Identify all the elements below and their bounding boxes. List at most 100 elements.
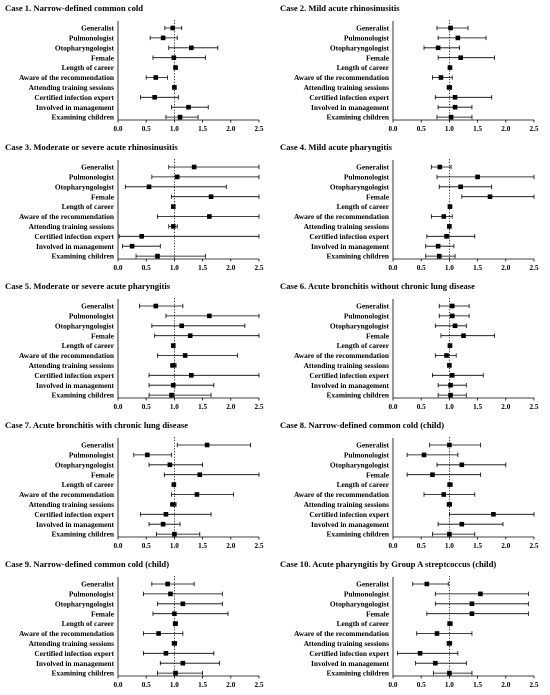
point-estimate — [491, 512, 496, 517]
row-label: Length of career — [62, 63, 115, 72]
point-estimate — [438, 75, 444, 80]
point-estimate — [448, 114, 454, 120]
x-tick-label: 0.0 — [114, 264, 123, 272]
point-estimate — [187, 333, 193, 338]
row-label: Otopharyngologist — [55, 43, 115, 52]
x-tick-label: 0.5 — [142, 542, 151, 550]
point-estimate — [171, 55, 177, 60]
x-tick-label: 2.5 — [530, 681, 539, 689]
point-estimate — [447, 343, 453, 348]
point-estimate — [170, 25, 176, 31]
point-estimate — [182, 353, 188, 358]
row-label: Attending training sessions — [304, 639, 390, 648]
row-label: Length of career — [62, 619, 115, 628]
row-label: Generalist — [81, 24, 114, 33]
row-label: Generalist — [81, 580, 114, 589]
x-tick-label: 1.0 — [445, 681, 454, 689]
row-label: Pulmonologist — [344, 173, 390, 182]
point-estimate — [160, 35, 166, 41]
row-label: Aware of the recommendation — [294, 212, 389, 221]
x-tick-label: 2.0 — [226, 542, 235, 550]
x-tick-label: 0.0 — [389, 403, 398, 411]
point-estimate — [170, 224, 176, 229]
point-estimate — [171, 482, 177, 487]
row-label: Aware of the recommendation — [19, 351, 114, 360]
point-estimate — [452, 104, 458, 110]
row-label: Attending training sessions — [29, 639, 115, 648]
x-tick-label: 2.0 — [501, 403, 510, 411]
point-estimate — [191, 164, 197, 170]
point-estimate — [447, 621, 453, 626]
point-estimate — [160, 521, 166, 527]
point-estimate — [145, 452, 150, 458]
x-tick-label: 1.5 — [473, 681, 482, 689]
row-label: Examining children — [327, 669, 390, 678]
x-tick-label: 2.0 — [226, 681, 235, 689]
point-estimate — [163, 512, 169, 517]
x-tick-label: 1.5 — [198, 542, 207, 550]
chart-title: Case 3. Moderate or severe acute rhinosi… — [5, 142, 178, 152]
point-estimate — [458, 184, 463, 190]
point-estimate — [437, 164, 443, 170]
point-estimate — [447, 502, 452, 507]
row-label: Pulmonologist — [69, 312, 115, 321]
x-tick-label: 0.0 — [114, 542, 123, 550]
point-estimate — [189, 373, 194, 378]
x-tick-label: 0.5 — [417, 403, 426, 411]
x-tick-label: 1.0 — [170, 264, 179, 272]
x-tick-label: 1.0 — [170, 403, 179, 411]
point-estimate — [170, 382, 176, 388]
point-estimate — [433, 660, 438, 666]
row-label: Pulmonologist — [344, 34, 390, 43]
row-label: Otopharyngologist — [55, 321, 115, 330]
x-tick-label: 2.0 — [501, 125, 510, 133]
point-estimate — [447, 641, 452, 646]
point-estimate — [163, 651, 169, 656]
x-tick-label: 0.0 — [389, 264, 398, 272]
row-label: Female — [91, 609, 115, 618]
chart-title: Case 9. Narrow-defined common cold (chil… — [5, 559, 169, 569]
x-tick-label: 1.0 — [170, 542, 179, 550]
point-estimate — [478, 591, 483, 597]
point-estimate — [447, 224, 452, 229]
point-estimate — [448, 25, 453, 31]
point-estimate — [180, 601, 186, 607]
chart-title: Case 7. Acute bronchitis with chronic lu… — [5, 420, 188, 430]
row-label: Aware of the recommendation — [19, 629, 114, 638]
row-label: Female — [91, 53, 115, 62]
x-tick-label: 0.0 — [389, 125, 398, 133]
chart-panel-10: Case 10. Acute pharyngitis by Group A st… — [280, 559, 539, 689]
x-tick-label: 0.0 — [114, 403, 123, 411]
point-estimate — [168, 591, 173, 597]
point-estimate — [139, 234, 144, 239]
point-estimate — [444, 353, 449, 358]
row-label: Examining children — [327, 391, 390, 400]
point-estimate — [172, 85, 177, 90]
row-label: Otopharyngologist — [330, 460, 390, 469]
row-label: Involved in management — [36, 659, 115, 668]
row-label: Certified infection expert — [309, 232, 389, 241]
row-label: Aware of the recommendation — [294, 351, 389, 360]
row-label: Involved in management — [36, 520, 115, 529]
point-estimate — [180, 660, 186, 666]
row-label: Otopharyngologist — [330, 321, 390, 330]
x-tick-label: 1.5 — [473, 264, 482, 272]
point-estimate — [475, 174, 480, 180]
point-estimate — [170, 204, 176, 209]
row-label: Examining children — [327, 113, 390, 122]
point-estimate — [172, 611, 177, 616]
row-label: Aware of the recommendation — [294, 73, 389, 82]
chart-title: Case 8. Narrow-defined common cold (chil… — [280, 420, 444, 430]
point-estimate — [436, 253, 442, 259]
point-estimate — [447, 482, 453, 487]
x-tick-label: 2.5 — [255, 125, 264, 133]
point-estimate — [441, 492, 447, 497]
row-label: Female — [366, 331, 390, 340]
row-label: Certified infection expert — [34, 510, 114, 519]
x-tick-label: 0.5 — [417, 264, 426, 272]
point-estimate — [421, 452, 427, 458]
row-label: Certified infection expert — [34, 232, 114, 241]
row-label: Female — [366, 470, 390, 479]
chart-panel-2: Case 2. Mild acute rhinosinusitis 0.0 0.5 1… — [280, 3, 539, 133]
x-tick-label: 2.5 — [530, 403, 539, 411]
